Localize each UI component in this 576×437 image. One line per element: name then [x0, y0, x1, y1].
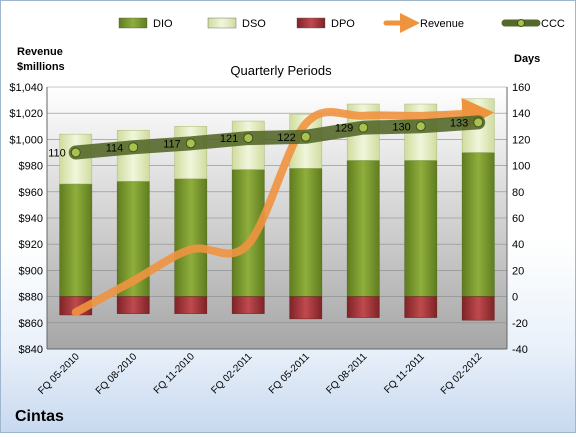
left-tick-label: $920	[19, 239, 43, 251]
right-tick-label: 140	[512, 108, 530, 120]
bar-dio	[174, 178, 208, 297]
left-tick-label: $940	[19, 213, 43, 225]
right-tick-label: 20	[512, 265, 524, 277]
ccc-data-label: 133	[450, 117, 468, 129]
legend-label-dso: DSO	[242, 18, 266, 30]
right-tick-label: 40	[512, 239, 524, 251]
left-tick-label: $1,000	[9, 134, 43, 146]
legend-label-revenue: Revenue	[420, 18, 464, 30]
lines-group: 110 114 117 121 122 129 130 133	[48, 97, 495, 317]
ccc-point	[473, 117, 484, 128]
x-tick-label: FQ 02-2011	[209, 351, 254, 396]
left-tick-label: $900	[19, 265, 43, 277]
bar-dpo	[174, 296, 208, 314]
bar-dso	[116, 129, 150, 182]
x-tick-label: FQ 05-2010	[36, 351, 82, 397]
x-tick-label: FQ 02-2012	[439, 351, 485, 397]
ccc-data-label: 129	[335, 123, 353, 135]
x-tick-label: FQ 05-2011	[267, 351, 312, 396]
ccc-point	[415, 121, 426, 132]
bar-dio	[404, 160, 438, 297]
bars-group	[59, 98, 495, 321]
x-tick-label: FQ 11-2010	[152, 351, 197, 396]
left-tick-label: $840	[19, 344, 43, 356]
ccc-point	[128, 142, 139, 153]
x-tick-label: FQ 11-2011	[382, 351, 427, 396]
ccc-point	[185, 138, 196, 149]
company-name: Cintas	[15, 408, 64, 425]
right-axis-label: Days	[514, 53, 540, 65]
right-tick-label: 0	[512, 292, 518, 304]
ccc-data-label: 130	[392, 121, 410, 133]
legend-marker-ccc	[517, 19, 525, 27]
left-tick-label: $1,040	[9, 82, 43, 94]
bar-dpo	[461, 296, 495, 321]
left-tick-label: $880	[19, 292, 43, 304]
right-tick-label: 60	[512, 213, 524, 225]
bar-dpo	[404, 296, 438, 318]
left-tick-label: $860	[19, 318, 43, 330]
ccc-point	[358, 122, 369, 133]
left-tick-label: $980	[19, 161, 43, 173]
x-tick-label: FQ 08-2010	[94, 351, 140, 397]
x-tick-label: FQ 08-2011	[324, 351, 369, 396]
bar-dpo	[289, 296, 323, 320]
ccc-data-label: 117	[163, 138, 181, 150]
ccc-point	[70, 147, 81, 158]
ccc-point	[243, 133, 254, 144]
ccc-data-label: 110	[48, 148, 66, 160]
ccc-line	[68, 115, 486, 160]
bar-dio	[461, 152, 495, 297]
bar-dio	[59, 183, 93, 297]
bar-dso	[174, 126, 208, 179]
right-tick-label: 80	[512, 187, 524, 199]
right-tick-label: -40	[512, 344, 528, 356]
right-tick-label: -20	[512, 318, 528, 330]
bar-dpo	[346, 296, 380, 318]
legend-swatch-dso	[207, 17, 237, 29]
left-tick-label: $960	[19, 187, 43, 199]
bar-dpo	[231, 296, 265, 314]
left-axis-label-line1: Revenue	[17, 46, 63, 58]
legend-label-ccc: CCC	[541, 18, 565, 30]
chart-title: Quarterly Periods	[230, 63, 332, 78]
legend-label-dio: DIO	[153, 18, 173, 30]
legend-label-dpo: DPO	[331, 18, 355, 30]
bar-dio	[346, 160, 380, 297]
legend-swatch-dpo	[296, 17, 326, 29]
right-tick-label: 100	[512, 161, 530, 173]
right-tick-label: 120	[512, 134, 530, 146]
ccc-data-label: 121	[220, 133, 238, 145]
legend: DIO DSO DPO Revenue CCC	[118, 13, 565, 33]
right-tick-label: 160	[512, 82, 530, 94]
left-tick-label: $1,020	[9, 108, 43, 120]
bar-dio	[289, 167, 323, 297]
left-axis-label-line2: $millions	[17, 61, 65, 73]
bar-dpo	[116, 296, 150, 314]
ccc-data-label: 122	[277, 132, 295, 144]
ccc-data-label: 114	[106, 142, 124, 154]
legend-swatch-dio	[118, 17, 148, 29]
revenue-line	[71, 97, 495, 317]
ccc-point	[300, 131, 311, 142]
